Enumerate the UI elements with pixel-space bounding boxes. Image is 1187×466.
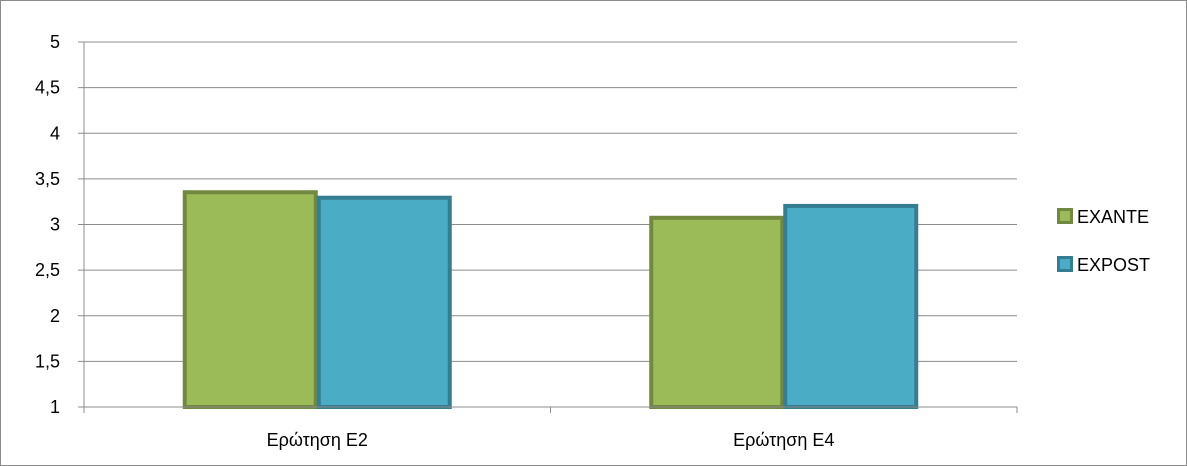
bar-exante-1 bbox=[182, 190, 318, 409]
y-tick-label: 4 bbox=[50, 123, 60, 143]
y-tick-label: 1,5 bbox=[35, 351, 60, 371]
bar-expost-1 bbox=[316, 195, 452, 409]
legend-swatch-expost bbox=[1057, 256, 1073, 272]
y-tick-label: 4,5 bbox=[35, 78, 60, 98]
y-tick-label: 2,5 bbox=[35, 260, 60, 280]
legend-label-expost: EXPOST bbox=[1077, 255, 1150, 275]
bar-exante-2 bbox=[649, 215, 785, 409]
legend-label-exante: EXANTE bbox=[1077, 207, 1149, 227]
y-tick-label: 3,5 bbox=[35, 169, 60, 189]
x-tick-label: Ερώτηση Ε2 bbox=[267, 430, 368, 450]
bar-expost-2 bbox=[783, 203, 919, 409]
y-tick-label: 5 bbox=[50, 32, 60, 52]
x-tick-labels: Ερώτηση Ε2 Ερώτηση Ε4 bbox=[267, 430, 835, 450]
y-tick-label: 2 bbox=[50, 306, 60, 326]
legend-swatch-exante bbox=[1057, 208, 1073, 224]
y-tick-label: 1 bbox=[50, 397, 60, 417]
legend: EXANTE EXPOST bbox=[1057, 207, 1150, 275]
x-tick-label: Ερώτηση Ε4 bbox=[733, 430, 834, 450]
y-tick-labels: 1 1,5 2 2,5 3 3,5 4 4,5 5 bbox=[35, 32, 60, 417]
y-tick-label: 3 bbox=[50, 215, 60, 235]
axes bbox=[78, 41, 1018, 413]
bars bbox=[182, 190, 919, 409]
